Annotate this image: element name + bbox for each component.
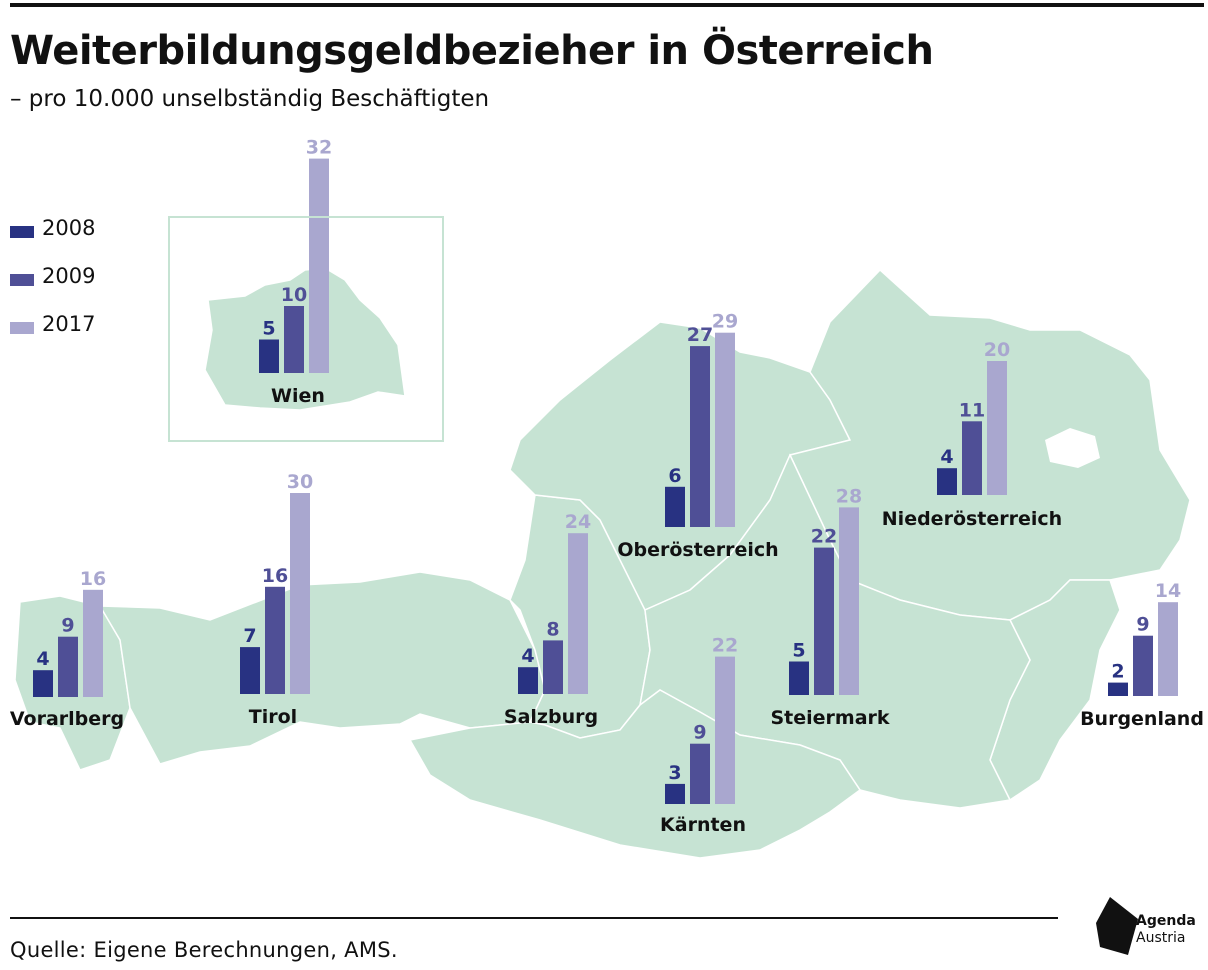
value-label-steiermark-2008: 5 — [792, 640, 805, 662]
value-label-burgenland-2009: 9 — [1136, 614, 1149, 636]
bar-tirol-2008 — [240, 647, 260, 694]
value-label-wien-2009: 10 — [281, 284, 307, 306]
value-label-burgenland-2008: 2 — [1111, 661, 1124, 683]
bar-kaernten-2009 — [690, 743, 710, 804]
source-note: Quelle: Eigene Berechnungen, AMS. — [10, 938, 398, 962]
bars-layer: 51032Wien4916Vorarlberg71630Tirol4824Sal… — [10, 137, 1204, 836]
region-label-steiermark: Steiermark — [770, 707, 889, 729]
top-rule — [10, 3, 1204, 7]
region-label-kaernten: Kärnten — [660, 814, 746, 836]
region-group-steiermark: 5 22 28 Steiermark — [770, 485, 889, 729]
value-label-salzburg-2017: 24 — [565, 511, 591, 533]
value-label-tirol-2008: 7 — [243, 625, 256, 647]
bar-wien-2009 — [284, 306, 304, 373]
bar-oberoesterreich-2009 — [690, 346, 710, 527]
bar-tirol-2017 — [290, 493, 310, 694]
legend-label-2009: 2009 — [42, 264, 96, 288]
bar-wien-2008 — [259, 339, 279, 373]
map-kaernten — [408, 689, 862, 859]
bar-burgenland-2017 — [1158, 602, 1178, 696]
region-label-tirol: Tirol — [249, 706, 297, 728]
bar-wien-2017 — [309, 158, 329, 373]
value-label-steiermark-2017: 28 — [836, 485, 862, 507]
legend-swatch-2008 — [10, 226, 34, 238]
region-label-vorarlberg: Vorarlberg — [10, 708, 124, 730]
value-label-salzburg-2008: 4 — [521, 645, 534, 667]
bar-salzburg-2017 — [568, 533, 588, 694]
value-label-oberoesterreich-2009: 27 — [687, 324, 713, 346]
legend-swatch-2009 — [10, 274, 34, 286]
value-label-tirol-2017: 30 — [287, 471, 313, 493]
map-wien — [204, 267, 406, 411]
bar-steiermark-2017 — [839, 507, 859, 695]
region-label-salzburg: Salzburg — [504, 706, 598, 728]
bar-steiermark-2009 — [814, 547, 834, 695]
wien-inset-frame — [168, 216, 444, 442]
bar-oberoesterreich-2008 — [665, 486, 685, 527]
bar-niederoesterreich-2009 — [962, 421, 982, 495]
region-group-vorarlberg: 49 16 Vorarlberg — [10, 568, 124, 730]
value-label-vorarlberg-2009: 9 — [61, 615, 74, 637]
value-label-niederoesterreich-2008: 4 — [940, 446, 953, 468]
value-label-kaernten-2009: 9 — [693, 722, 706, 744]
logo-text-agenda: Agenda — [1136, 913, 1196, 929]
bar-vorarlberg-2009 — [58, 636, 78, 697]
bar-burgenland-2008 — [1108, 682, 1128, 696]
value-label-tirol-2009: 16 — [262, 565, 288, 587]
value-label-vorarlberg-2017: 16 — [80, 568, 106, 590]
bottom-rule — [10, 917, 1058, 919]
chart-subtitle: – pro 10.000 unselbständig Beschäftigten — [10, 86, 490, 112]
value-label-kaernten-2017: 22 — [712, 635, 738, 657]
region-group-burgenland: 2 9 14 Burgenland — [1080, 580, 1204, 730]
legend-swatch-2017 — [10, 322, 34, 334]
value-label-oberoesterreich-2017: 29 — [712, 311, 738, 333]
logo-text-austria: Austria — [1136, 930, 1186, 946]
value-label-salzburg-2009: 8 — [546, 618, 559, 640]
legend-label-2017: 2017 — [42, 312, 96, 336]
region-label-burgenland: Burgenland — [1080, 708, 1204, 730]
bar-kaernten-2017 — [715, 656, 735, 804]
logo-mark-icon — [1096, 897, 1138, 955]
bar-kaernten-2008 — [665, 783, 685, 804]
region-group-wien: 5 10 32 Wien — [259, 137, 332, 407]
bar-steiermark-2008 — [789, 661, 809, 695]
value-label-niederoesterreich-2017: 20 — [984, 339, 1010, 361]
bar-oberoesterreich-2017 — [715, 332, 735, 527]
legend-label-2008: 2008 — [42, 216, 96, 240]
bar-vorarlberg-2017 — [83, 589, 103, 697]
bar-salzburg-2008 — [518, 667, 538, 694]
region-label-wien: Wien — [271, 385, 325, 407]
value-label-oberoesterreich-2008: 6 — [668, 465, 681, 487]
chart-title: Weiterbildungsgeldbezieher in Österreich — [10, 28, 934, 74]
agenda-austria-logo: Agenda Austria — [1094, 893, 1204, 963]
value-label-kaernten-2008: 3 — [668, 762, 681, 784]
bar-niederoesterreich-2017 — [987, 361, 1007, 495]
value-label-niederoesterreich-2009: 11 — [959, 399, 985, 421]
region-group-kaernten: 39 22 Kärnten — [660, 635, 746, 836]
bar-burgenland-2009 — [1133, 635, 1153, 696]
bar-niederoesterreich-2008 — [937, 468, 957, 495]
value-label-wien-2017: 32 — [306, 137, 332, 159]
bar-vorarlberg-2008 — [33, 670, 53, 697]
bar-salzburg-2009 — [543, 640, 563, 694]
region-label-niederoesterreich: Niederösterreich — [882, 508, 1062, 530]
value-label-wien-2008: 5 — [262, 318, 275, 340]
value-label-burgenland-2017: 14 — [1155, 580, 1181, 602]
region-label-oberoesterreich: Oberösterreich — [617, 539, 778, 561]
value-label-steiermark-2009: 22 — [811, 526, 837, 548]
region-group-niederoesterreich: 4 11 20 Niederösterreich — [882, 339, 1062, 530]
bar-tirol-2009 — [265, 586, 285, 694]
region-group-tirol: 7 16 30 Tirol — [240, 471, 313, 728]
value-label-vorarlberg-2008: 4 — [36, 648, 49, 670]
region-group-salzburg: 48 24 Salzburg — [504, 511, 598, 728]
map-lake — [1045, 428, 1100, 468]
